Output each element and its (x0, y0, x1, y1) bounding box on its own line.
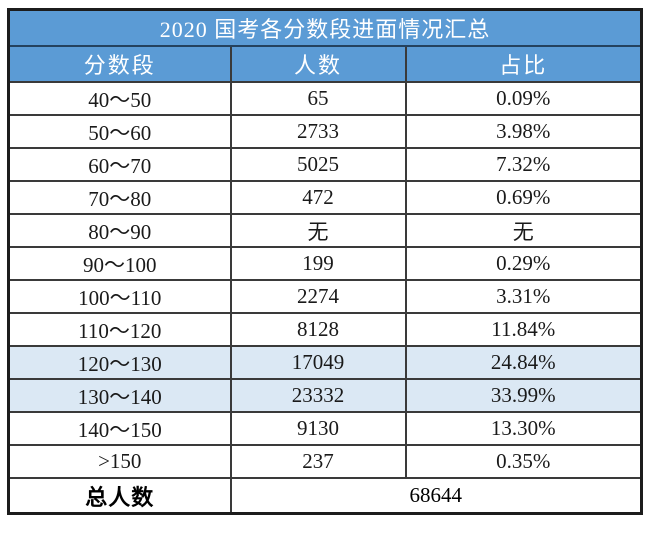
header-percentage: 占比 (404, 45, 643, 83)
score-range-cell: 70～80 (7, 180, 232, 215)
table-row: 40～50 65 0.09% (7, 81, 643, 116)
score-range-cell: 40～50 (7, 81, 232, 116)
table-row: 60～70 5025 7.32% (7, 147, 643, 182)
header-count: 人数 (229, 45, 407, 83)
percentage-cell: 0.69% (404, 180, 643, 215)
count-cell: 2733 (229, 114, 407, 149)
count-cell: 17049 (229, 345, 407, 380)
table-row: 80～90 无 无 (7, 213, 643, 248)
score-range-cell: 120～130 (7, 345, 232, 380)
percentage-cell: 3.31% (404, 279, 643, 314)
header-score-range: 分数段 (7, 45, 232, 83)
table-header-row: 分数段 人数 占比 (7, 45, 643, 83)
count-cell: 65 (229, 81, 407, 116)
table-total-row: 总人数 68644 (7, 477, 643, 515)
table-row-highlighted: 120～130 17049 24.84% (7, 345, 643, 380)
percentage-cell: 11.84% (404, 312, 643, 347)
percentage-cell: 0.29% (404, 246, 643, 281)
table-title: 2020 国考各分数段进面情况汇总 (7, 8, 643, 47)
count-cell: 237 (229, 444, 407, 479)
table-row: 140～150 9130 13.30% (7, 411, 643, 446)
table-row: 90～100 199 0.29% (7, 246, 643, 281)
percentage-cell: 33.99% (404, 378, 643, 413)
table-row: 110～120 8128 11.84% (7, 312, 643, 347)
percentage-cell: 13.30% (404, 411, 643, 446)
count-cell: 8128 (229, 312, 407, 347)
percentage-cell: 无 (404, 213, 643, 248)
count-cell: 9130 (229, 411, 407, 446)
score-range-cell: 130～140 (7, 378, 232, 413)
score-range-cell: >150 (7, 444, 232, 479)
table-row: >150 237 0.35% (7, 444, 643, 479)
count-cell: 23332 (229, 378, 407, 413)
percentage-cell: 24.84% (404, 345, 643, 380)
score-range-cell: 100～110 (7, 279, 232, 314)
table-row: 70～80 472 0.69% (7, 180, 643, 215)
count-cell: 5025 (229, 147, 407, 182)
table-row: 100～110 2274 3.31% (7, 279, 643, 314)
score-range-cell: 90～100 (7, 246, 232, 281)
percentage-cell: 3.98% (404, 114, 643, 149)
score-range-cell: 60～70 (7, 147, 232, 182)
score-range-cell: 50～60 (7, 114, 232, 149)
table-row: 50～60 2733 3.98% (7, 114, 643, 149)
score-range-cell: 140～150 (7, 411, 232, 446)
score-summary-table: 2020 国考各分数段进面情况汇总 分数段 人数 占比 40～50 65 0.0… (7, 8, 643, 515)
score-range-cell: 80～90 (7, 213, 232, 248)
count-cell: 199 (229, 246, 407, 281)
count-cell: 无 (229, 213, 407, 248)
total-label: 总人数 (7, 477, 232, 515)
table-row-highlighted: 130～140 23332 33.99% (7, 378, 643, 413)
percentage-cell: 7.32% (404, 147, 643, 182)
percentage-cell: 0.35% (404, 444, 643, 479)
count-cell: 2274 (229, 279, 407, 314)
total-value: 68644 (229, 477, 643, 515)
table-title-row: 2020 国考各分数段进面情况汇总 (7, 8, 643, 47)
score-range-cell: 110～120 (7, 312, 232, 347)
percentage-cell: 0.09% (404, 81, 643, 116)
count-cell: 472 (229, 180, 407, 215)
